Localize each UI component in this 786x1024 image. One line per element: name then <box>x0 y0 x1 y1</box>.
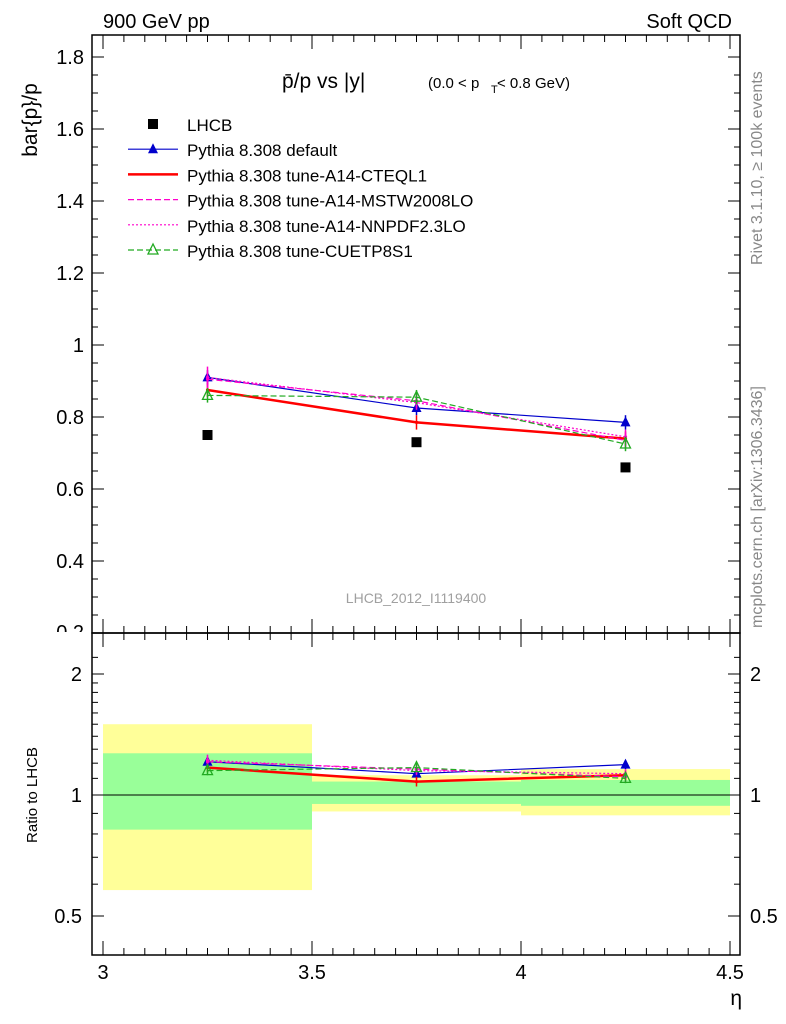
main-panel-frame: 0.40.60.811.21.41.61.80.2 <box>40 34 741 646</box>
ratio-series-layer <box>201 754 632 787</box>
data-point <box>411 437 422 448</box>
x-tick-label: 4 <box>515 962 526 984</box>
legend: LHCB Pythia 8.308 default Pythia 8.308 tun… <box>128 116 473 261</box>
data-point <box>620 462 631 473</box>
x-tick-label: 4.5 <box>716 962 744 984</box>
main-title-sub-index: T <box>491 84 498 96</box>
analysis-watermark: LHCB_2012_I1119400 <box>346 590 487 606</box>
main-ylabel: bar{p}/p <box>19 83 42 157</box>
data-point <box>620 758 631 769</box>
y-tick-label: 1.2 <box>56 263 84 285</box>
legend-entry: Pythia 8.308 tune-CUETP8S1 <box>128 242 413 261</box>
uncertainty-band-green <box>521 779 730 806</box>
x-axis-label: η <box>730 987 742 1010</box>
y-tick-label: 0.8 <box>56 407 84 429</box>
ratio-y-tick-label: 0.5 <box>54 906 82 928</box>
main-title: p̄/p vs |y| (0.0 < p T < 0.8 GeV) <box>282 70 570 96</box>
legend-label: Pythia 8.308 tune-A14-CTEQL1 <box>187 166 427 185</box>
data-point <box>148 119 158 129</box>
y-tick-label: 1.8 <box>56 47 84 69</box>
y-tick-label: 1 <box>73 335 84 357</box>
data-point <box>146 242 160 255</box>
data-point <box>414 420 419 424</box>
header-left: 900 GeV pp <box>103 11 210 33</box>
x-tick-label: 3 <box>97 962 108 984</box>
legend-label: Pythia 8.308 tune-CUETP8S1 <box>187 242 413 261</box>
data-point <box>410 389 423 402</box>
y-tick-label: 1.6 <box>56 119 84 141</box>
data-point <box>148 143 158 154</box>
ratio-y-tick-label: 2 <box>71 664 82 686</box>
data-point <box>205 758 210 762</box>
series-pythia-8-308-tune-a14-nnpdf2-3lo <box>205 366 628 444</box>
data-point <box>410 760 423 773</box>
legend-label: Pythia 8.308 tune-A14-MSTW2008LO <box>187 192 473 211</box>
y-tick-label-mask <box>40 632 91 646</box>
legend-entry: LHCB <box>148 116 232 135</box>
legend-label: Pythia 8.308 tune-A14-NNPDF2.3LO <box>187 217 466 236</box>
ratio-panel-frame: 3 3.5 4 4.5 0.5 0.5 1 1 2 2 <box>54 632 778 984</box>
uncertainty-band-green <box>312 781 521 804</box>
side-text-bottom: mcplots.cern.ch [arXiv:1306.3436] <box>749 386 766 628</box>
ratio-bands <box>103 724 730 891</box>
legend-entry: Pythia 8.308 tune-A14-CTEQL1 <box>128 166 427 185</box>
legend-label: Pythia 8.308 default <box>187 141 338 160</box>
y-tick-label: 0.6 <box>56 479 84 501</box>
data-point <box>201 763 214 776</box>
ratio-ylabel: Ratio to LHCB <box>24 747 41 843</box>
y-tick-label: 1.4 <box>56 191 84 213</box>
data-point <box>201 387 214 401</box>
data-point <box>619 770 632 784</box>
header-right: Soft QCD <box>646 11 732 33</box>
x-tick-label: 3.5 <box>298 962 326 984</box>
data-point <box>414 779 419 784</box>
series-lhcb <box>202 430 631 473</box>
main-title-sub-end: < 0.8 GeV) <box>497 75 570 92</box>
data-point <box>202 430 213 440</box>
legend-entry: Pythia 8.308 default <box>128 141 338 160</box>
y-tick-label: 0.4 <box>56 551 84 573</box>
data-point <box>205 375 210 379</box>
legend-entry: Pythia 8.308 tune-A14-NNPDF2.3LO <box>128 217 466 236</box>
data-point <box>620 416 631 427</box>
series-pythia-8-308-tune-cuetp8s1 <box>201 387 632 452</box>
legend-entry: Pythia 8.308 tune-A14-MSTW2008LO <box>128 192 473 211</box>
series-pythia-8-308-tune-cuetp8s1 <box>201 760 632 784</box>
main-title-text: p̄/p vs |y| <box>282 70 365 93</box>
ratio-y-tick-label-right: 0.5 <box>750 906 778 928</box>
data-point <box>619 436 632 449</box>
side-text-top: Rivet 3.1.10, ≥ 100k events <box>749 71 766 265</box>
main-series-layer <box>201 366 632 473</box>
ratio-y-tick-label-right: 1 <box>750 785 761 807</box>
main-title-sub: (0.0 < p <box>428 75 479 92</box>
ratio-y-tick-label-right: 2 <box>750 664 761 686</box>
legend-label: LHCB <box>187 116 232 135</box>
ratio-y-tick-label: 1 <box>71 785 82 807</box>
